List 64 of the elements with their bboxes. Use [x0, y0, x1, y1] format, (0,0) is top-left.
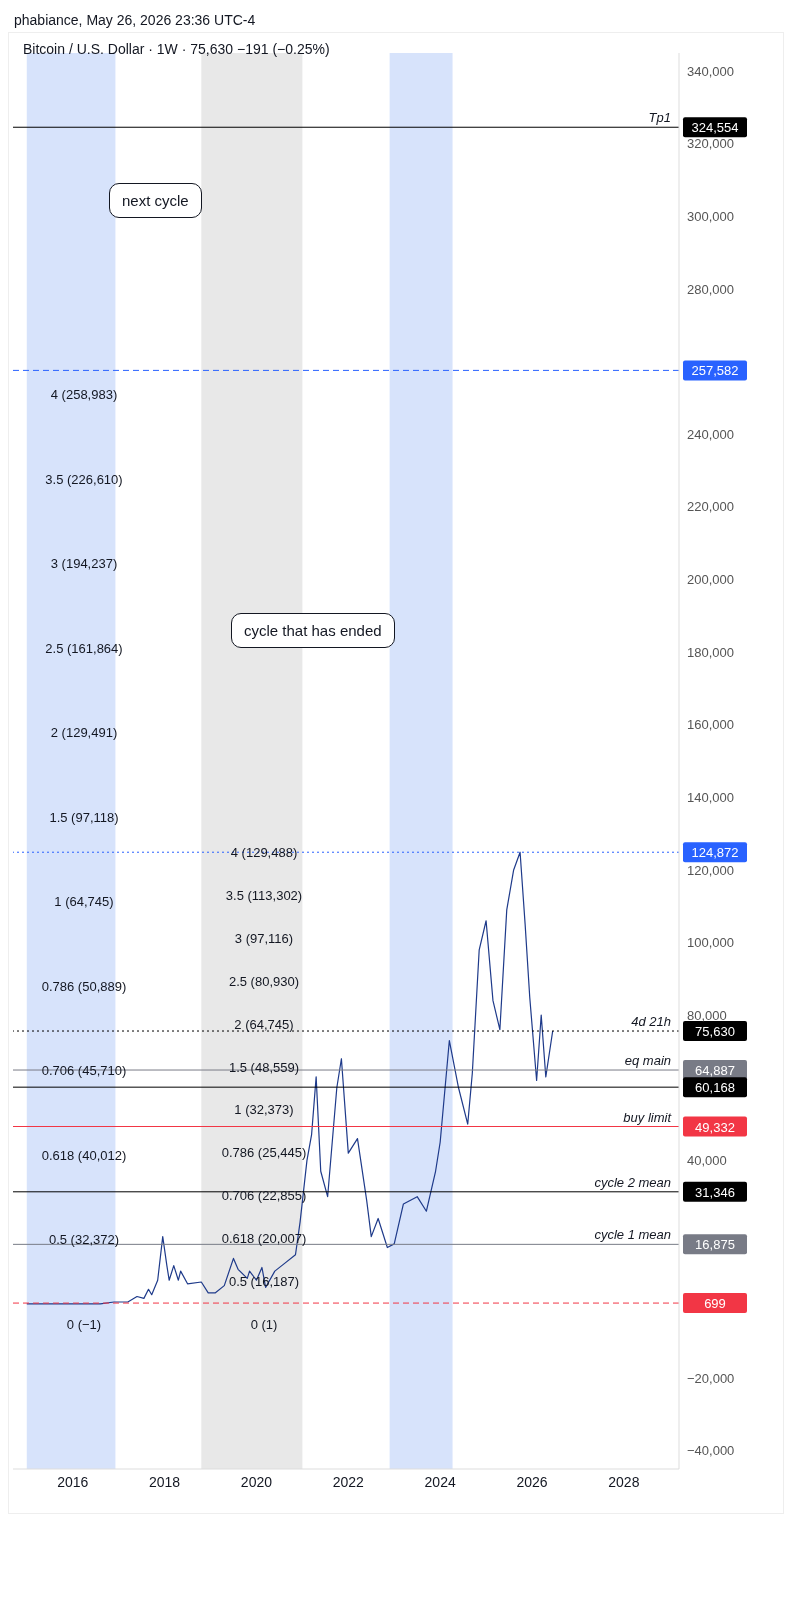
annotation: 4 (129,488) — [229, 845, 299, 861]
annotation: 2.5 (161,864) — [44, 640, 124, 657]
annotation: 1 (64,745) — [53, 894, 115, 911]
y-tick-label: 180,000 — [687, 644, 734, 660]
y-tick-label: 300,000 — [687, 209, 734, 224]
annotation: 3.5 (113,302) — [224, 887, 304, 904]
y-tick-label: 140,000 — [687, 789, 734, 805]
x-tick-label: 2026 — [516, 1473, 548, 1490]
annotation: 4d 21h — [631, 1014, 671, 1030]
annotation: 3 (97,116) — [233, 930, 295, 947]
x-tick-label: 2020 — [240, 1473, 273, 1490]
y-tick-label: 200,000 — [687, 572, 734, 588]
x-tick-label: 2024 — [424, 1473, 456, 1490]
y-tick-label: −20,000 — [687, 1370, 735, 1386]
y-tick-label: 160,000 — [687, 717, 734, 733]
annotation: 0.706 (45,710) — [40, 1063, 128, 1080]
chart-title: Bitcoin / U.S. Dollar · 1W · 75,630 −191 (−0.25%) — [23, 41, 330, 57]
chart-subtitle: phabiance, May 26, 2026 23:36 UTC-4 — [13, 11, 257, 30]
y-tick-label: 340,000 — [687, 63, 734, 79]
x-tick-label: 2028 — [608, 1473, 640, 1490]
annotation: 0 (1) — [249, 1316, 279, 1333]
x-tick-label: 2018 — [148, 1473, 181, 1490]
annotation: 2 (64,745) — [233, 1016, 295, 1033]
annotation: 0.786 (50,889) — [40, 978, 128, 995]
x-tick-label: 2016 — [57, 1473, 89, 1490]
annotation: 3.5 (226,610) — [44, 471, 124, 488]
ref-line-label: 16,875 — [695, 1237, 735, 1253]
annotation: cycle that has ended — [231, 613, 395, 648]
ref-line-label: 49,332 — [695, 1119, 735, 1135]
annotation: 0.618 (40,012) — [40, 1147, 128, 1164]
ref-line-label: 31,346 — [695, 1184, 735, 1200]
annotation: 2.5 (80,930) — [227, 973, 301, 990]
y-tick-label: 240,000 — [687, 426, 734, 442]
y-tick-label: 280,000 — [687, 281, 734, 297]
annotation: Tp1 — [648, 110, 671, 126]
annotation: 0.5 (32,372) — [47, 1232, 121, 1249]
annotation: 2 (129,491) — [49, 725, 119, 742]
annotation: eq main — [624, 1053, 671, 1069]
annotation: 1.5 (48,559) — [227, 1059, 301, 1076]
annotation: 1.5 (97,118) — [48, 809, 120, 826]
annotation: 0 (−1) — [65, 1316, 103, 1333]
ref-line-label: 124,872 — [691, 845, 739, 861]
ref-line-label: 257,582 — [691, 363, 739, 379]
annotation: buy limit — [623, 1109, 673, 1125]
annotation: 3 (194,237) — [49, 556, 119, 573]
x-tick-label: 2022 — [332, 1473, 365, 1490]
annotation: 1 (32,373) — [233, 1102, 295, 1119]
ref-line-label: 60,168 — [695, 1080, 735, 1096]
y-tick-label: 100,000 — [687, 935, 734, 951]
annotation: 4 (258,983) — [49, 387, 119, 403]
y-tick-label: 320,000 — [687, 136, 734, 152]
y-tick-label: 220,000 — [687, 499, 734, 515]
ref-line-label: 699 — [704, 1296, 726, 1312]
y-tick-label: 80,000 — [687, 1007, 727, 1023]
annotation: cycle 2 mean — [594, 1174, 671, 1190]
ref-line-label: 324,554 — [691, 120, 739, 136]
annotation: 0.786 (25,445) — [220, 1145, 308, 1162]
ref-line-label: 64,887 — [695, 1063, 735, 1079]
y-tick-label: −40,000 — [687, 1443, 735, 1459]
annotation: cycle 1 mean — [594, 1227, 671, 1243]
y-tick-label: 40,000 — [687, 1153, 727, 1168]
annotation: next cycle — [109, 183, 202, 218]
ref-line-label: 75,630 — [695, 1024, 735, 1040]
y-tick-label: 120,000 — [687, 862, 734, 878]
